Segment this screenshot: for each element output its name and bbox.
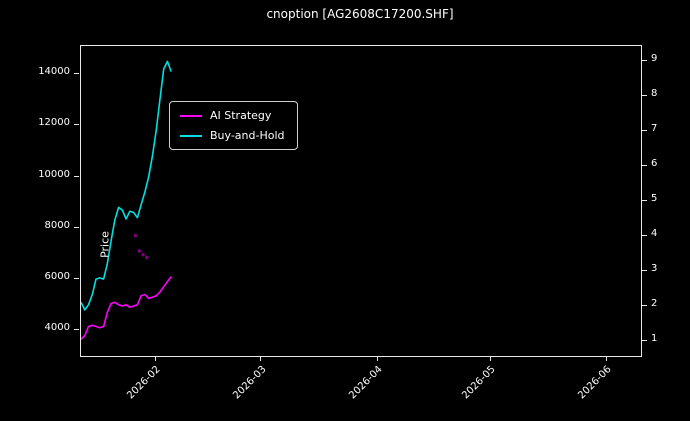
y-tick-mark-return	[642, 200, 647, 201]
scatter-point	[141, 253, 145, 257]
y-tick-mark-return	[642, 339, 647, 341]
y-tick-label-price: 14000	[38, 66, 70, 78]
legend-label: AI Strategy	[210, 109, 272, 122]
series-line-ai-strategy	[81, 276, 172, 340]
y-tick-mark-price	[74, 73, 79, 75]
y-tick-label-return: 9	[651, 53, 658, 65]
y-tick-label-price: 4000	[44, 322, 70, 334]
y-tick-label-price: 10000	[38, 168, 70, 180]
y-axis-label-price: Price	[98, 231, 112, 258]
y-tick-label-return: 6	[651, 158, 658, 169]
y-tick-mark-price	[74, 329, 79, 331]
legend-line-swatch	[180, 114, 202, 117]
legend-line-swatch	[180, 134, 202, 137]
x-tick-label: 2026-03	[230, 364, 269, 402]
y-tick-label-return: 8	[651, 88, 658, 100]
y-tick-mark-price	[74, 278, 79, 280]
x-tick-label: 2026-05	[460, 364, 498, 402]
x-tick-label: 2026-04	[347, 364, 385, 402]
y-tick-mark-price	[74, 175, 79, 177]
y-tick-label-return: 7	[651, 123, 658, 135]
y-tick-label-return: 4	[651, 227, 658, 239]
y-tick-label-return: 1	[651, 332, 658, 344]
y-tick-mark-return	[642, 165, 647, 166]
y-tick-mark-return	[642, 269, 647, 271]
legend: AI Strategy Buy-and-Hold	[169, 101, 298, 150]
y-tick-label-return: 3	[651, 262, 658, 274]
scatter-point	[133, 233, 138, 238]
y-tick-mark-return	[642, 60, 647, 62]
y-tick-mark-return	[642, 234, 647, 236]
legend-label: Buy-and-Hold	[210, 129, 285, 142]
chart-title: cnoption [AG2608C17200.SHF]	[266, 7, 454, 21]
chart-canvas	[81, 60, 172, 340]
y-tick-mark-return	[642, 304, 647, 306]
scatter-point	[145, 255, 149, 260]
legend-item: AI Strategy	[180, 109, 285, 122]
y-tick-label-return: 5	[651, 193, 658, 204]
y-tick-mark-price	[74, 124, 79, 126]
y-tick-label-price: 8000	[44, 219, 70, 231]
y-tick-label-price: 6000	[44, 271, 70, 283]
y-tick-label-return: 2	[651, 297, 658, 309]
y-tick-mark-return	[642, 95, 647, 97]
scatter-point	[137, 249, 141, 253]
x-tick-label: 2026-06	[576, 364, 614, 402]
y-tick-label-price: 12000	[38, 117, 70, 129]
x-tick-label: 2026-02	[125, 364, 163, 402]
series-line-buy-and-hold	[81, 60, 172, 311]
y-tick-mark-return	[642, 130, 647, 132]
y-tick-mark-price	[74, 226, 79, 228]
legend-item: Buy-and-Hold	[180, 129, 285, 142]
